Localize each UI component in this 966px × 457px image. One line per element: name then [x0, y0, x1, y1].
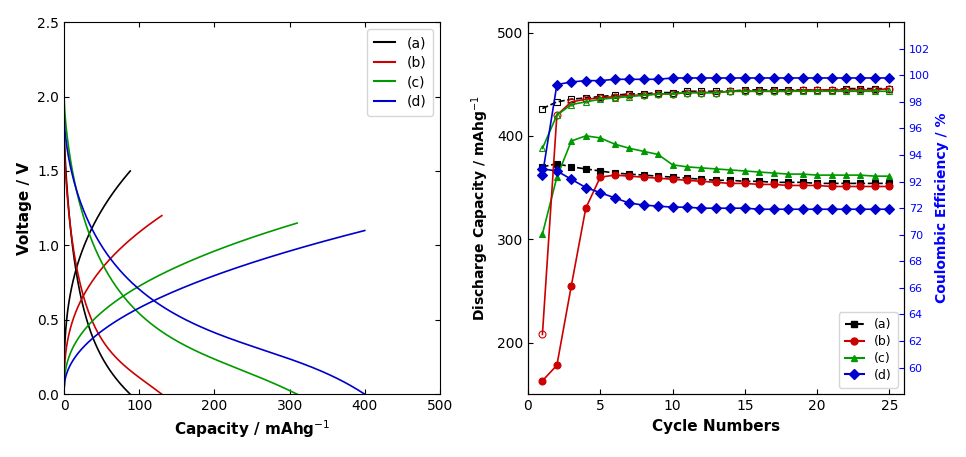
Y-axis label: Voltage / V: Voltage / V: [16, 162, 32, 255]
X-axis label: Cycle Numbers: Cycle Numbers: [652, 419, 780, 434]
X-axis label: Capacity / mAhg$^{-1}$: Capacity / mAhg$^{-1}$: [174, 419, 330, 441]
Y-axis label: Discharge Capacity / mAhg$^{-1}$: Discharge Capacity / mAhg$^{-1}$: [469, 96, 492, 321]
Legend: (a), (b), (c), (d): (a), (b), (c), (d): [838, 312, 897, 388]
Legend: (a), (b), (c), (d): (a), (b), (c), (d): [367, 29, 433, 116]
Y-axis label: Coulombic Efficiency / %: Coulombic Efficiency / %: [935, 113, 950, 303]
